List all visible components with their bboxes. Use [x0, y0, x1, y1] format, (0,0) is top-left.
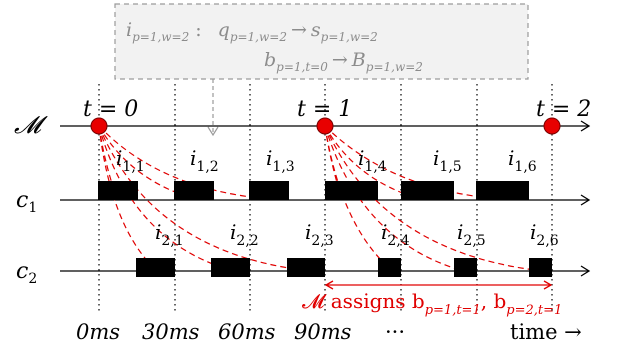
- curve: [98, 125, 271, 200]
- callout-frame: [114, 3, 529, 80]
- curve: [98, 125, 231, 271]
- assignment-point-t0: [90, 117, 108, 135]
- client1-axis-arrow: [580, 194, 591, 206]
- curve: [324, 125, 386, 265]
- client2-axis-arrow: [580, 265, 591, 277]
- callout-pointer-head: [207, 126, 219, 137]
- client2-item-labels: i2,1 i2,2 i2,3 i2,4 i2,5 i2,6: [155, 220, 559, 249]
- client1-jobs: [98, 181, 529, 200]
- item-label-c2-6: i2,6: [530, 220, 559, 249]
- item-label-c2-5: i2,5: [457, 220, 486, 249]
- assignment-point-t2: [543, 117, 561, 135]
- callout-box: ip=1,w=2: qp=1,w=2 → sp=1,w=2 bp=1,t=0 → Bp=1…: [114, 3, 529, 137]
- curve: [324, 125, 421, 200]
- item-label-c1-3: i1,3: [266, 146, 295, 175]
- time-label-30: 30ms: [142, 320, 200, 344]
- time-ellipsis: ···: [385, 320, 405, 344]
- curve: [98, 125, 196, 200]
- time-label-0: 0ms: [76, 320, 120, 344]
- item-label-c2-1: i2,1: [155, 220, 184, 249]
- item-label-c1-1: i1,1: [116, 146, 145, 175]
- job-block-c2-2: [211, 258, 250, 277]
- job-block-c1-2: [174, 181, 214, 200]
- manager-row-label: 𝓜: [14, 111, 48, 139]
- assign-span: [324, 280, 553, 290]
- item-label-c1-4: i1,4: [358, 146, 387, 175]
- item-label-c1-6: i1,6: [508, 146, 537, 175]
- tick-label-2: t = 2: [536, 97, 591, 122]
- curve: [324, 125, 536, 271]
- callout-line-2: bp=1,t=0 → Bp=1,w=2: [264, 49, 423, 74]
- item-label-c1-5: i1,5: [433, 146, 462, 175]
- client1-row-label: c1: [16, 188, 37, 216]
- assign-span-arrow-right: [543, 280, 553, 290]
- job-block-c1-1: [98, 181, 138, 200]
- time-axis-labels: 0ms 30ms 60ms 90ms ··· time →: [76, 320, 582, 344]
- curve: [324, 125, 501, 200]
- assignment-curves: [98, 125, 536, 271]
- job-block-c2-3: [287, 258, 325, 277]
- curve: [98, 125, 151, 265]
- item-label-c2-2: i2,2: [230, 220, 259, 249]
- job-block-c2-6: [529, 258, 552, 277]
- job-block-c1-6: [476, 181, 529, 200]
- client2-row-label: c2: [16, 259, 37, 287]
- assign-annotation: 𝓜 assigns bp=1,t=1, bp=2,t=1: [302, 289, 562, 318]
- assign-span-arrow-left: [324, 280, 334, 290]
- time-label-90: 90ms: [294, 320, 352, 344]
- callout-line-1: ip=1,w=2: qp=1,w=2 → sp=1,w=2: [126, 19, 378, 44]
- time-axis-title: time →: [510, 320, 582, 344]
- curve: [324, 125, 461, 271]
- job-block-c2-1: [136, 258, 175, 277]
- job-block-c2-5: [454, 258, 477, 277]
- item-label-c2-4: i2,4: [381, 220, 410, 249]
- assignment-point-t1: [316, 117, 334, 135]
- job-block-c1-3: [249, 181, 289, 200]
- curve: [98, 125, 303, 271]
- client1-item-labels: i1,1 i1,2 i1,3 i1,4 i1,5 i1,6: [116, 146, 537, 175]
- tick-label-0: t = 0: [83, 97, 138, 122]
- assignment-points: [90, 117, 561, 135]
- item-label-c2-3: i2,3: [305, 220, 334, 249]
- client2-jobs: [136, 258, 552, 277]
- job-block-c1-4: [325, 181, 378, 200]
- job-block-c2-4: [378, 258, 401, 277]
- manager-axis-arrow: [580, 120, 591, 132]
- item-label-c1-2: i1,2: [190, 146, 219, 175]
- tick-labels: t = 0 t = 1 t = 2: [83, 97, 591, 122]
- time-label-60: 60ms: [218, 320, 276, 344]
- job-block-c1-5: [401, 181, 454, 200]
